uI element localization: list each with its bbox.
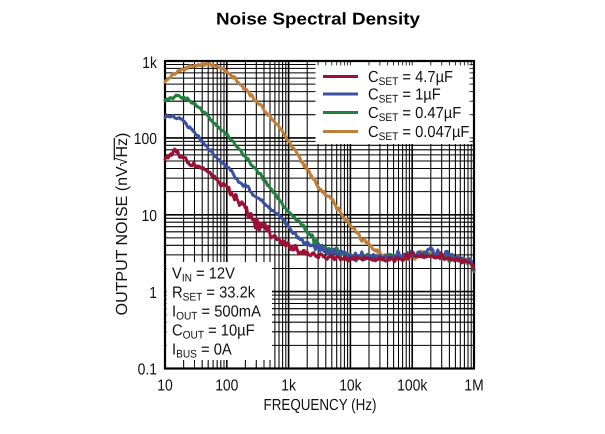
svg-text:VIN = 12V: VIN = 12V <box>172 266 235 285</box>
svg-text:1M: 1M <box>464 377 483 394</box>
svg-text:1: 1 <box>149 285 157 302</box>
svg-text:100: 100 <box>134 131 157 148</box>
svg-text:IOUT = 500mA: IOUT = 500mA <box>172 304 261 323</box>
svg-text:OUTPUT NOISE (nV√Hz): OUTPUT NOISE (nV√Hz) <box>114 133 131 316</box>
svg-text:10: 10 <box>157 377 173 394</box>
svg-text:1k: 1k <box>281 377 297 394</box>
svg-text:Noise Spectral Density: Noise Spectral Density <box>216 9 421 28</box>
svg-text:10: 10 <box>142 208 158 225</box>
svg-text:FREQUENCY (Hz): FREQUENCY (Hz) <box>264 397 377 414</box>
svg-text:100: 100 <box>215 377 238 394</box>
svg-text:100k: 100k <box>397 377 428 394</box>
svg-text:0.1: 0.1 <box>138 362 157 379</box>
svg-text:10k: 10k <box>339 377 362 394</box>
svg-text:1k: 1k <box>142 55 158 72</box>
